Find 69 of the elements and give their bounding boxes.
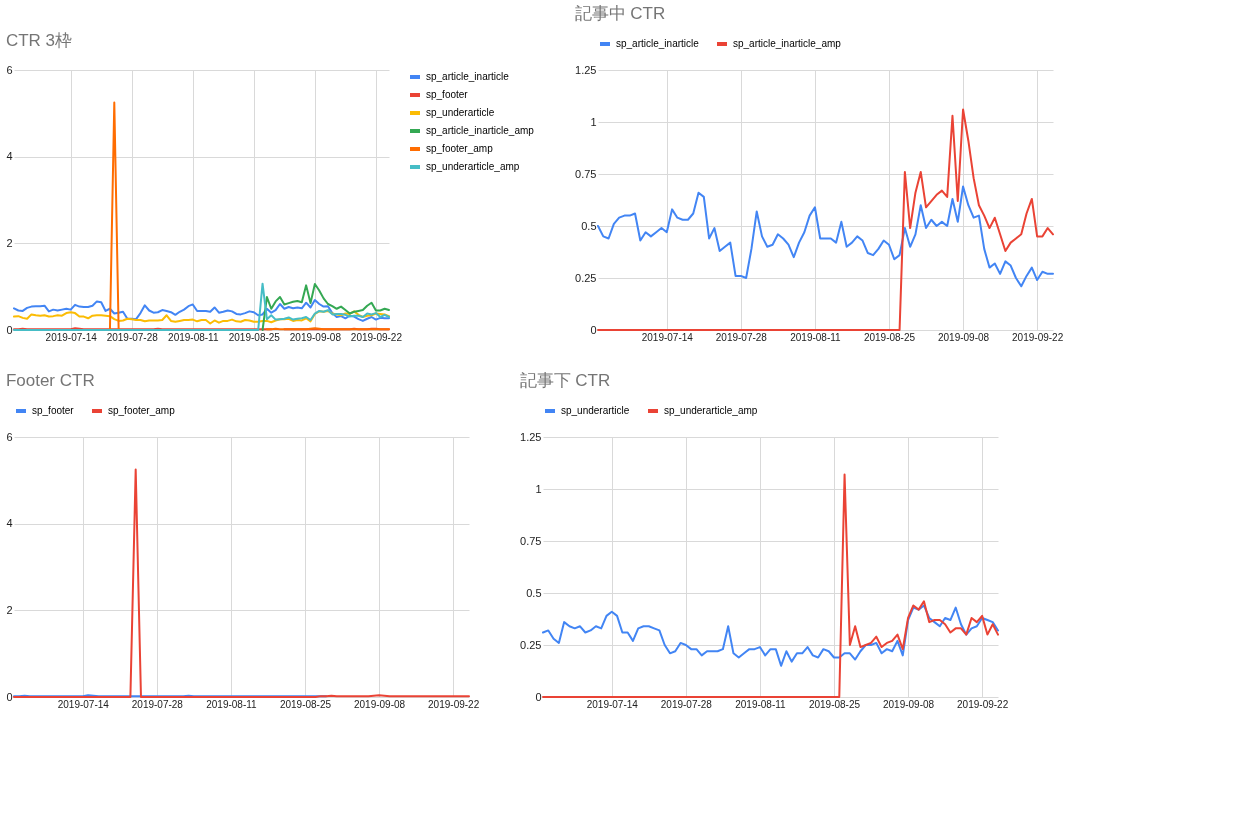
- y-tick-label: 0.25: [520, 638, 542, 651]
- y-tick-label: 0: [6, 690, 13, 703]
- x-tick-label: 2019-09-22: [957, 698, 1009, 710]
- x-tick-label: 2019-08-25: [279, 698, 332, 710]
- y-tick-label: 0.75: [575, 167, 597, 180]
- x-tick-label: 2019-09-22: [428, 698, 480, 710]
- x-tick-label: 2019-07-14: [45, 331, 98, 343]
- y-tick-label: 1.25: [520, 430, 542, 443]
- chart-title: 記事中 CTR: [574, 4, 666, 23]
- x-tick-label: 2019-09-08: [882, 698, 935, 710]
- x-tick-label: 2019-08-11: [206, 698, 258, 710]
- chart-title: Footer CTR: [5, 371, 95, 390]
- legend-label: sp_footer: [426, 89, 469, 100]
- line-series: [597, 108, 1054, 331]
- line-series: [261, 283, 390, 331]
- x-tick-label: 2019-07-28: [715, 331, 768, 343]
- x-tick-label: 2019-07-14: [641, 331, 694, 343]
- line-series: [542, 604, 999, 667]
- y-tick-label: 4: [6, 517, 13, 530]
- y-tick-label: 6: [6, 430, 13, 443]
- line-series: [542, 473, 999, 698]
- x-tick-label: 2019-07-28: [106, 331, 159, 343]
- x-tick-label: 2019-08-11: [735, 698, 787, 710]
- legend-label: sp_article_inarticle_amp: [426, 125, 535, 136]
- x-tick-label: 2019-08-11: [168, 331, 219, 343]
- line-series: [13, 282, 390, 331]
- x-tick-label: 2019-09-08: [353, 698, 406, 710]
- x-tick-label: 2019-07-14: [57, 698, 110, 710]
- y-tick-label: 2: [6, 603, 13, 616]
- x-tick-label: 2019-08-11: [790, 331, 842, 343]
- x-tick-label: 2019-09-08: [937, 331, 990, 343]
- x-tick-label: 2019-07-14: [586, 698, 639, 710]
- legend-label: sp_article_inarticle: [616, 38, 700, 49]
- y-tick-label: 4: [6, 150, 13, 163]
- legend-label: sp_footer: [32, 405, 75, 416]
- y-tick-label: 0.75: [520, 534, 542, 547]
- legend-label: sp_underarticle: [561, 405, 630, 416]
- x-tick-label: 2019-08-25: [228, 331, 281, 343]
- x-tick-label: 2019-08-25: [808, 698, 861, 710]
- y-tick-label: 1: [535, 482, 542, 495]
- legend-label: sp_footer_amp: [108, 405, 176, 416]
- legend-label: sp_underarticle_amp: [664, 405, 758, 416]
- x-tick-label: 2019-07-28: [660, 698, 713, 710]
- chart-title: CTR 3枠: [5, 31, 73, 50]
- chart-title: 記事下 CTR: [519, 371, 611, 390]
- y-tick-label: 0: [535, 690, 542, 703]
- y-tick-label: 0.5: [526, 586, 542, 599]
- y-tick-label: 1.25: [575, 63, 597, 76]
- x-tick-label: 2019-08-25: [863, 331, 916, 343]
- y-tick-label: 2: [6, 236, 13, 249]
- y-tick-label: 1: [590, 115, 597, 128]
- y-tick-label: 0: [6, 323, 13, 336]
- y-tick-label: 0.5: [581, 219, 597, 232]
- x-tick-label: 2019-07-28: [131, 698, 184, 710]
- legend-label: sp_article_inarticle: [426, 71, 510, 82]
- y-tick-label: 0.25: [575, 271, 597, 284]
- line-series: [13, 299, 390, 322]
- legend-label: sp_footer_amp: [426, 143, 494, 154]
- legend-label: sp_article_inarticle_amp: [733, 38, 842, 49]
- line-series: [597, 185, 1054, 288]
- legend-label: sp_underarticle: [426, 107, 495, 118]
- line-series: [13, 468, 470, 698]
- y-tick-label: 0: [590, 323, 597, 336]
- x-tick-label: 2019-09-22: [350, 331, 403, 343]
- x-tick-label: 2019-09-08: [289, 331, 342, 343]
- legend-label: sp_underarticle_amp: [426, 161, 520, 172]
- x-tick-label: 2019-09-22: [1012, 331, 1064, 343]
- line-series: [13, 309, 390, 325]
- y-tick-label: 6: [6, 63, 13, 76]
